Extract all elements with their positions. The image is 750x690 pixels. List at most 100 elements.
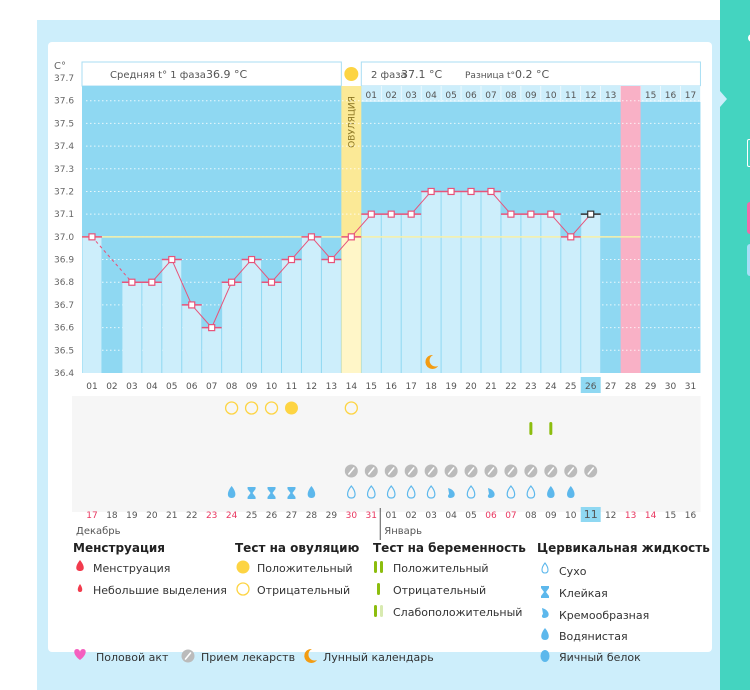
legend-intercourse: Половой акт [96, 651, 169, 664]
temperature-bar [242, 259, 262, 373]
y-tick-label: 36.4 [54, 369, 74, 379]
temperature-line-segment [231, 259, 252, 283]
temperature-bar [381, 214, 401, 373]
medication-icon-stripe [547, 467, 555, 475]
temperature-point [307, 233, 316, 241]
calendar-date-label: 21 [166, 511, 177, 521]
fluid-dry-icon [346, 485, 356, 499]
calendar-date-label: 18 [106, 511, 118, 521]
legend-moon: Лунный календарь [323, 651, 434, 664]
temperature-bar [301, 236, 321, 373]
calendar-date-label: 26 [266, 511, 278, 521]
medication-icon-stripe [367, 467, 375, 475]
ovulation-header-dot-icon [344, 67, 359, 81]
cycle-day-label: 08 [226, 382, 238, 392]
cycle-day-label: 31 [685, 382, 696, 392]
temperature-bar [541, 214, 561, 373]
legend-fluid-dry: Сухо [559, 565, 587, 578]
phase2-day-label: 04 [425, 91, 437, 101]
y-tick-label: 36.8 [54, 278, 74, 288]
cycle-day-label: 28 [625, 382, 637, 392]
temperature-point [208, 324, 216, 332]
temperature-bar [401, 214, 421, 373]
legend-fluid-eggwhite: Яичный белок [559, 651, 641, 664]
sidebar-dot-icon [748, 34, 750, 42]
legend-ovtest-negative-icon [236, 582, 250, 596]
fluid-dry-icon [526, 485, 536, 499]
legend-fluid-eggwhite-icon [540, 650, 550, 662]
medication-icon-stripe [348, 467, 355, 475]
calendar-date-label: 23 [206, 511, 217, 521]
phase2-day-label: 01 [366, 91, 377, 101]
cycle-day-label: 18 [425, 382, 437, 392]
legend-fluid-watery-icon [541, 628, 549, 640]
fluid-dry-icon [366, 485, 376, 499]
temperature-bar [461, 191, 481, 373]
calendar-date-label: 05 [465, 511, 476, 521]
fluid-sticky-icon [287, 487, 296, 499]
month-label-january: Январь [384, 526, 422, 537]
calendar-date-label: 27 [286, 511, 297, 521]
temperature-point [168, 255, 176, 264]
calendar-date-label: 25 [246, 511, 257, 521]
temperature-point [467, 187, 475, 196]
ovulation-test-negative-icon [344, 401, 358, 415]
calendar-date-label: 09 [545, 511, 557, 521]
temperature-line-segment [271, 259, 292, 283]
calendar-date-label: 17 [86, 511, 97, 521]
cycle-day-label: 11 [286, 382, 297, 392]
phase2-day-label: 16 [665, 91, 677, 101]
cycle-day-label: 22 [505, 382, 516, 392]
fluid-dry-icon [426, 485, 436, 499]
medication-icon-stripe [447, 467, 455, 475]
temperature-line-segment [191, 304, 213, 328]
medication-icon-stripe [587, 467, 595, 475]
phase2-day-label: 15 [645, 91, 656, 101]
cycle-day-label: 16 [385, 382, 397, 392]
fluid-dry-icon [466, 485, 476, 499]
calendar-date-label: 01 [385, 511, 396, 521]
phase1-label: Средняя t° 1 фаза [110, 70, 206, 81]
cycle-day-label: 29 [645, 382, 657, 392]
phase2-day-label: 13 [605, 91, 616, 101]
month-label-december: Декабрь [76, 526, 121, 537]
calendar-date-label: 08 [525, 511, 537, 521]
cycle-day-label: 15 [366, 382, 377, 392]
cycle-day-label: 01 [86, 382, 97, 392]
cycle-day-label: 27 [605, 382, 616, 392]
calendar-date-label: 30 [346, 511, 358, 521]
legend-pregtest-negative: Отрицательный [393, 584, 487, 597]
temperature-line-segment [350, 213, 372, 238]
temperature-point [527, 210, 535, 218]
ovulation-label: ОВУЛЯЦИЯ [347, 96, 357, 148]
ovulation-test-negative-icon [244, 401, 259, 415]
legend-spotting-item: Небольшие выделения [93, 584, 227, 597]
cycle-day-label: 30 [665, 382, 677, 392]
temperature-line-segment [410, 191, 432, 215]
legend-preg-positive-icon-a [374, 561, 377, 573]
legend-fluid-dry-icon [541, 562, 549, 574]
temperature-line-segment [171, 259, 193, 306]
temperature-point [387, 210, 395, 218]
cycle-day-label: 21 [485, 382, 496, 392]
phase2-day-label: 09 [525, 91, 537, 101]
temperature-bar [282, 259, 301, 373]
phase2-day-label: 12 [585, 91, 596, 101]
temperature-bar [501, 214, 521, 373]
legend-ovtest-positive: Положительный [257, 562, 353, 575]
y-tick-label: 36.5 [54, 346, 74, 356]
cycle-day-label: 07 [206, 382, 217, 392]
phase1-value: 36.9 °C [206, 68, 247, 81]
pregnancy-test-negative-icon [549, 422, 553, 435]
temperature-bar [581, 214, 601, 373]
temperature-bar [262, 282, 281, 373]
temperature-point [228, 278, 236, 286]
fluid-sticky-icon [267, 487, 276, 499]
y-tick-label: 37.6 [54, 97, 74, 107]
medication-icon-stripe [507, 467, 515, 475]
sidebar-box[interactable] [747, 139, 750, 167]
phase2-day-label: 05 [445, 91, 456, 101]
temperature-bar [521, 214, 541, 373]
y-tick-label: 36.7 [54, 301, 74, 311]
phase2-label: 2 фаза [371, 70, 407, 81]
